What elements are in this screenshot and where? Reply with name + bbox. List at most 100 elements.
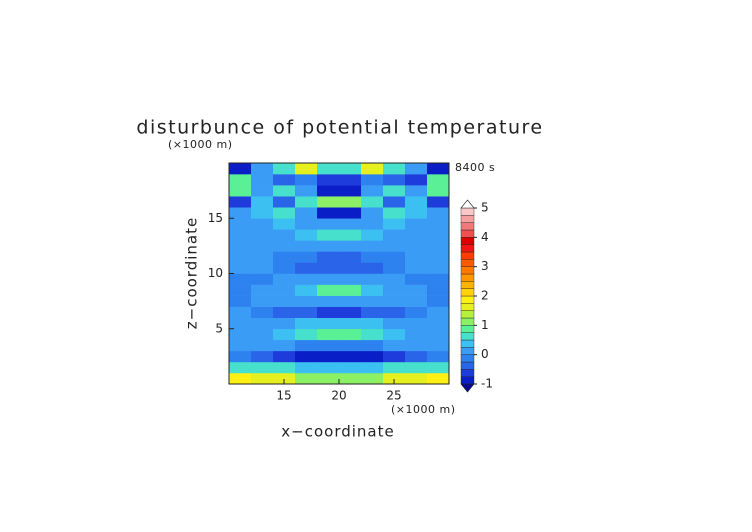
contour-cell (317, 240, 340, 252)
colorbar-under (460, 383, 475, 393)
contour-cell (339, 339, 362, 352)
x-axis-title: x−coordinate (281, 423, 394, 441)
contour-cell (383, 372, 406, 385)
colorbar-bin (460, 273, 475, 282)
contour-cell (295, 229, 318, 241)
contour-cell (339, 163, 362, 175)
contour-cell (405, 196, 428, 208)
contour-cell (427, 174, 450, 186)
contour-cell (405, 207, 428, 219)
contour-cell (273, 284, 296, 296)
contour-cell (273, 339, 296, 352)
y-axis-title: z−coordinate (183, 217, 201, 329)
contour-cell (361, 372, 384, 385)
contour-cell (427, 328, 450, 341)
contour-cell (251, 339, 274, 352)
contour-cell (229, 207, 252, 219)
contour-cell (251, 273, 274, 285)
contour-cell (383, 328, 406, 341)
contour-cell (339, 273, 362, 285)
contour-cell (295, 163, 318, 175)
contour-cell (361, 163, 384, 175)
contour-cell (251, 262, 274, 274)
contour-cell (273, 196, 296, 208)
contour-cell (317, 372, 340, 385)
contour-cell (339, 174, 362, 186)
contour-cell (295, 273, 318, 285)
contour-cell (317, 229, 340, 241)
contour-cell (427, 317, 450, 330)
contour-cell (273, 163, 296, 175)
y-tick-label: 10 (208, 266, 223, 280)
contour-cell (295, 328, 318, 341)
contour-cell (317, 196, 340, 208)
contour-cell (383, 262, 406, 274)
contour-cell (427, 196, 450, 208)
contour-cell (229, 306, 252, 318)
contour-cell (405, 361, 428, 374)
y-tick-label: 15 (208, 211, 223, 225)
colorbar-bin (460, 281, 475, 289)
contour-cell (427, 207, 450, 219)
y-tick-label: 5 (215, 321, 223, 335)
contour-cell (251, 317, 274, 330)
contour-cell (361, 174, 384, 186)
contour-cell (229, 350, 252, 363)
contour-cell (273, 218, 296, 230)
contour-cell (361, 284, 384, 296)
contour-cell (339, 240, 362, 252)
contour-cell (317, 284, 340, 296)
contour-cell (295, 295, 318, 307)
contour-cell (383, 163, 406, 175)
contour-cell (251, 196, 274, 208)
colorbar-tick-label: 3 (481, 259, 489, 273)
contour-cell (427, 273, 450, 285)
colorbar-tick-label: 2 (481, 289, 489, 303)
contour-cell (427, 240, 450, 252)
contour-cell (317, 174, 340, 186)
contour-cell (361, 328, 384, 341)
contour-cell (251, 361, 274, 374)
contour-cell (295, 185, 318, 197)
contour-cell (273, 251, 296, 263)
contour-cell (317, 306, 340, 318)
contour-cell (317, 207, 340, 219)
colorbar-bin (460, 317, 475, 326)
contour-cell (427, 229, 450, 241)
contour-cell (383, 295, 406, 307)
contour-cell (273, 350, 296, 363)
contour-cell (273, 372, 296, 385)
contour-cell (295, 284, 318, 296)
contour-cell (339, 262, 362, 274)
contour-cell (427, 306, 450, 318)
contour-cell (427, 251, 450, 263)
contour-cell (295, 218, 318, 230)
contour-cell (229, 218, 252, 230)
contour-cell (273, 185, 296, 197)
contour-cell (295, 372, 318, 385)
contour-cell (317, 163, 340, 175)
colorbar-bin (460, 347, 475, 355)
contour-cell (405, 262, 428, 274)
contour-cell (273, 317, 296, 330)
contour-cell (405, 163, 428, 175)
contour-cell (273, 306, 296, 318)
contour-cell (273, 174, 296, 186)
colorbar-bin (460, 339, 475, 348)
contour-cell (251, 306, 274, 318)
contour-cell (295, 361, 318, 374)
contour-cell (317, 251, 340, 263)
contour-cell (361, 317, 384, 330)
contour-cell (361, 251, 384, 263)
y-unit: (×1000 m) (168, 138, 233, 151)
colorbar-bin (460, 376, 475, 385)
colorbar-tick-label: 5 (481, 201, 489, 215)
contour-cell (427, 262, 450, 274)
colorbar-bin (460, 354, 475, 363)
contour-cell (339, 306, 362, 318)
contour-cell (383, 284, 406, 296)
colorbar-bin (460, 251, 475, 260)
contour-cell (427, 339, 450, 352)
colorbar-bin (460, 303, 475, 311)
colorbar-tick-label: 0 (481, 347, 489, 361)
